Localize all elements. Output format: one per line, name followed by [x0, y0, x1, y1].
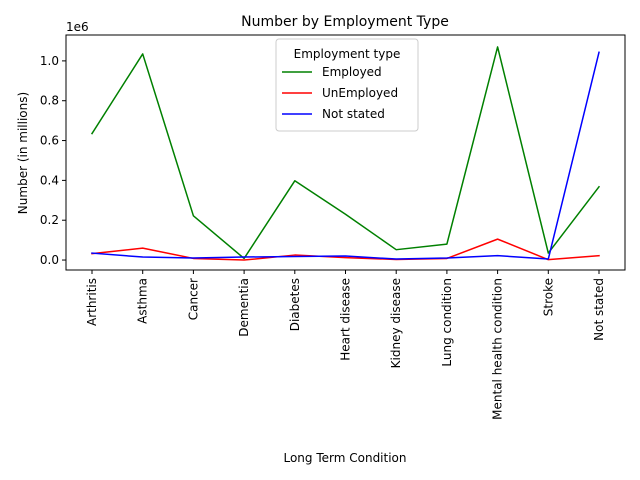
legend-label: UnEmployed: [322, 86, 398, 100]
series-line-employed: [90, 46, 601, 260]
y-tick-label: 0.8: [40, 94, 59, 108]
legend-label: Not stated: [322, 107, 385, 121]
x-tick-label: Diabetes: [288, 278, 302, 331]
series-line-unemployed: [91, 238, 600, 261]
x-axis-label: Long Term Condition: [283, 451, 406, 465]
x-tick-label: Mental health condition: [491, 278, 505, 420]
legend-label: Employed: [322, 65, 382, 79]
x-tick-label: Asthma: [136, 278, 150, 324]
x-tick-label: Arthritis: [85, 278, 99, 326]
y-tick-label: 0.6: [40, 134, 59, 148]
y-tick-label: 0.2: [40, 213, 59, 227]
x-axis: Arthritis Asthma Cancer Dementia Diabetes Hea…: [85, 270, 606, 420]
x-tick-label: Cancer: [186, 278, 200, 320]
x-tick-label: Heart disease: [339, 278, 353, 361]
y-axis-offset-label: 1e6: [66, 20, 89, 34]
x-tick-label: Dementia: [237, 278, 251, 337]
legend-entries: Employed UnEmployed Not stated: [282, 65, 398, 121]
x-tick-label: Lung condition: [440, 278, 454, 367]
x-tick-label: Kidney disease: [389, 278, 403, 368]
y-tick-label: 0.4: [40, 173, 59, 187]
series-layer: [90, 46, 601, 261]
series-line-not-stated: [91, 51, 600, 260]
legend-box: [275, 38, 419, 132]
y-tick-label: 0.0: [40, 253, 59, 267]
y-tick-label: 1.0: [40, 54, 59, 68]
legend: Employment type Employed UnEmployed Not st…: [275, 38, 419, 132]
x-tick-label: Not stated: [592, 278, 606, 341]
y-axis-label: Number (in millions): [16, 92, 30, 214]
chart-title: Number by Employment Type: [241, 14, 449, 30]
x-tick-label: Stroke: [541, 278, 555, 316]
y-axis: 0.0 0.2 0.4 0.6 0.8 1.0: [40, 54, 66, 267]
legend-title: Employment type: [294, 47, 401, 61]
